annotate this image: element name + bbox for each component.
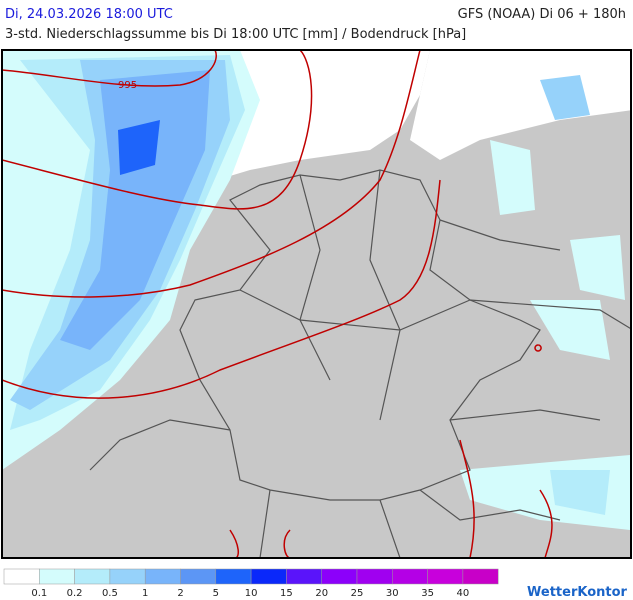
legend-label: 5 (213, 588, 219, 599)
isobar (2, 50, 217, 87)
legend-label: 0.5 (102, 588, 118, 599)
legend-swatch (321, 568, 358, 585)
legend-swatch (144, 568, 181, 585)
legend-label: 25 (351, 588, 364, 599)
legend: 0.1 0.2 0.5 1 2 5 10 15 20 25 30 35 40 (3, 568, 499, 599)
precip (60, 70, 210, 350)
legend-swatch (286, 568, 322, 585)
legend-swatch (250, 568, 287, 585)
precip (118, 120, 160, 175)
isobar (2, 179, 441, 399)
isobar (2, 50, 421, 298)
legend-swatch (39, 568, 75, 585)
state-border (239, 169, 471, 421)
model: GFS (NOAA) Di 06 + 180h (458, 7, 626, 22)
logo: WetterKontor (527, 585, 628, 600)
legend-label: 1 (142, 588, 148, 599)
map-frame (1, 49, 632, 559)
isobar (2, 50, 313, 210)
legend-label: 15 (280, 588, 293, 599)
precip (490, 140, 535, 215)
subtitle: 3-std. Niederschlagssumme bis Di 18:00 U… (5, 27, 466, 42)
legend-swatch (3, 568, 40, 585)
legend-swatch (427, 568, 464, 585)
legend-swatch (180, 568, 217, 585)
isobar-label: 995 (118, 80, 137, 91)
legend-label: 0.1 (31, 588, 47, 599)
legend-label: 20 (315, 588, 328, 599)
border (89, 219, 631, 558)
legend-label: 30 (386, 588, 399, 599)
legend-label: 10 (245, 588, 258, 599)
legend-swatch (356, 568, 393, 585)
legend-swatch (215, 568, 252, 585)
legend-swatch (392, 568, 428, 585)
legend-label: 40 (457, 588, 470, 599)
map: 995 (1, 49, 632, 559)
germany (179, 169, 541, 501)
legend-label: 2 (177, 588, 183, 599)
precip (550, 470, 610, 515)
precip (570, 235, 625, 300)
legend-swatch (462, 568, 499, 585)
precip (540, 75, 590, 120)
legend-label: 35 (421, 588, 434, 599)
isobar (229, 344, 553, 558)
legend-swatch (109, 568, 146, 585)
legend-swatch (74, 568, 111, 585)
precip (530, 300, 610, 360)
legend-label: 0.2 (67, 588, 83, 599)
date: Di, 24.03.2026 18:00 UTC (5, 7, 173, 22)
